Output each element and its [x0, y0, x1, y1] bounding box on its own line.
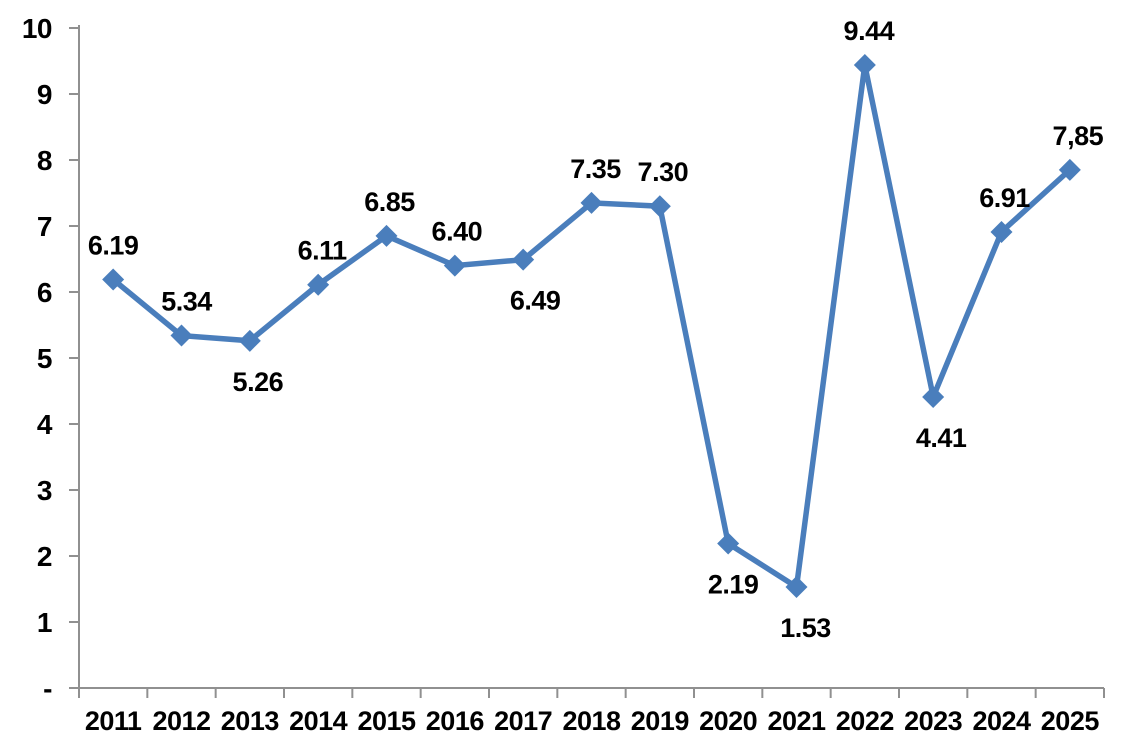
x-axis-label: 2017 — [494, 706, 552, 736]
data-point-marker — [648, 195, 671, 218]
data-label: 2.19 — [708, 569, 759, 599]
y-axis-label: 7 — [37, 211, 52, 242]
data-label: 7.30 — [638, 157, 689, 187]
y-axis-label: 5 — [37, 343, 52, 374]
x-axis-label: 2024 — [972, 706, 1031, 736]
x-axis-label: 2014 — [289, 706, 348, 736]
data-point-marker — [443, 254, 466, 277]
data-label: 6.11 — [298, 236, 348, 266]
data-label: 4.41 — [916, 423, 967, 453]
y-axis-label: 2 — [37, 541, 52, 572]
data-point-marker — [375, 224, 398, 247]
y-axis-label: 9 — [37, 79, 52, 110]
data-label: 7,85 — [1053, 121, 1104, 151]
y-axis-label: 3 — [37, 475, 52, 506]
data-label: 5.26 — [233, 367, 284, 397]
x-axis-label: 2022 — [836, 706, 894, 736]
data-label: 5.34 — [161, 287, 212, 317]
data-point-marker — [238, 329, 261, 352]
x-axis-label: 2013 — [221, 706, 280, 736]
data-label: 6.91 — [979, 183, 1030, 213]
x-axis-label: 2019 — [631, 706, 690, 736]
x-axis-label: 2025 — [1041, 706, 1100, 736]
data-label: 6.49 — [510, 286, 561, 316]
data-point-marker — [717, 532, 740, 555]
data-label: 6.85 — [364, 187, 415, 217]
x-axis-label: 2015 — [357, 706, 416, 736]
data-label: 6.40 — [432, 217, 483, 247]
x-axis-label: 2012 — [152, 706, 210, 736]
data-label: 9.44 — [844, 16, 895, 46]
y-axis-label: 4 — [37, 409, 53, 440]
data-point-marker — [307, 273, 330, 296]
y-axis-label: 6 — [37, 277, 52, 308]
x-axis-label: 2016 — [426, 706, 485, 736]
data-label: 1.53 — [780, 613, 831, 643]
y-axis-label: 8 — [37, 145, 52, 176]
x-axis-label: 2023 — [904, 706, 963, 736]
x-axis-label: 2021 — [767, 706, 826, 736]
data-point-marker — [102, 268, 125, 291]
x-axis-label: 2018 — [562, 706, 621, 736]
y-axis-label: 10 — [22, 13, 52, 44]
y-axis-label: - — [43, 673, 52, 704]
data-point-marker — [785, 576, 808, 599]
data-point-marker — [922, 385, 945, 408]
data-point-marker — [170, 324, 193, 347]
data-point-marker — [990, 220, 1013, 243]
series-line — [110, 64, 1073, 592]
x-axis-label: 2011 — [85, 706, 142, 736]
x-axis-label: 2020 — [699, 706, 757, 736]
data-point-marker — [1058, 158, 1081, 181]
data-label: 7.35 — [570, 154, 621, 184]
data-point-marker — [853, 53, 876, 76]
y-axis-label: 1 — [37, 607, 52, 638]
data-point-marker — [512, 248, 535, 271]
data-label: 6.19 — [88, 230, 139, 260]
data-point-marker — [580, 191, 603, 214]
